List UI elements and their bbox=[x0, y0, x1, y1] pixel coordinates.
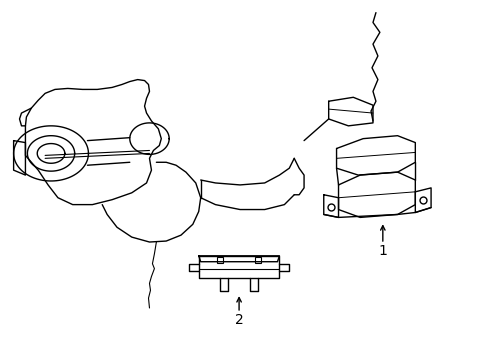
Text: 1: 1 bbox=[378, 244, 386, 258]
Text: 2: 2 bbox=[234, 313, 243, 327]
